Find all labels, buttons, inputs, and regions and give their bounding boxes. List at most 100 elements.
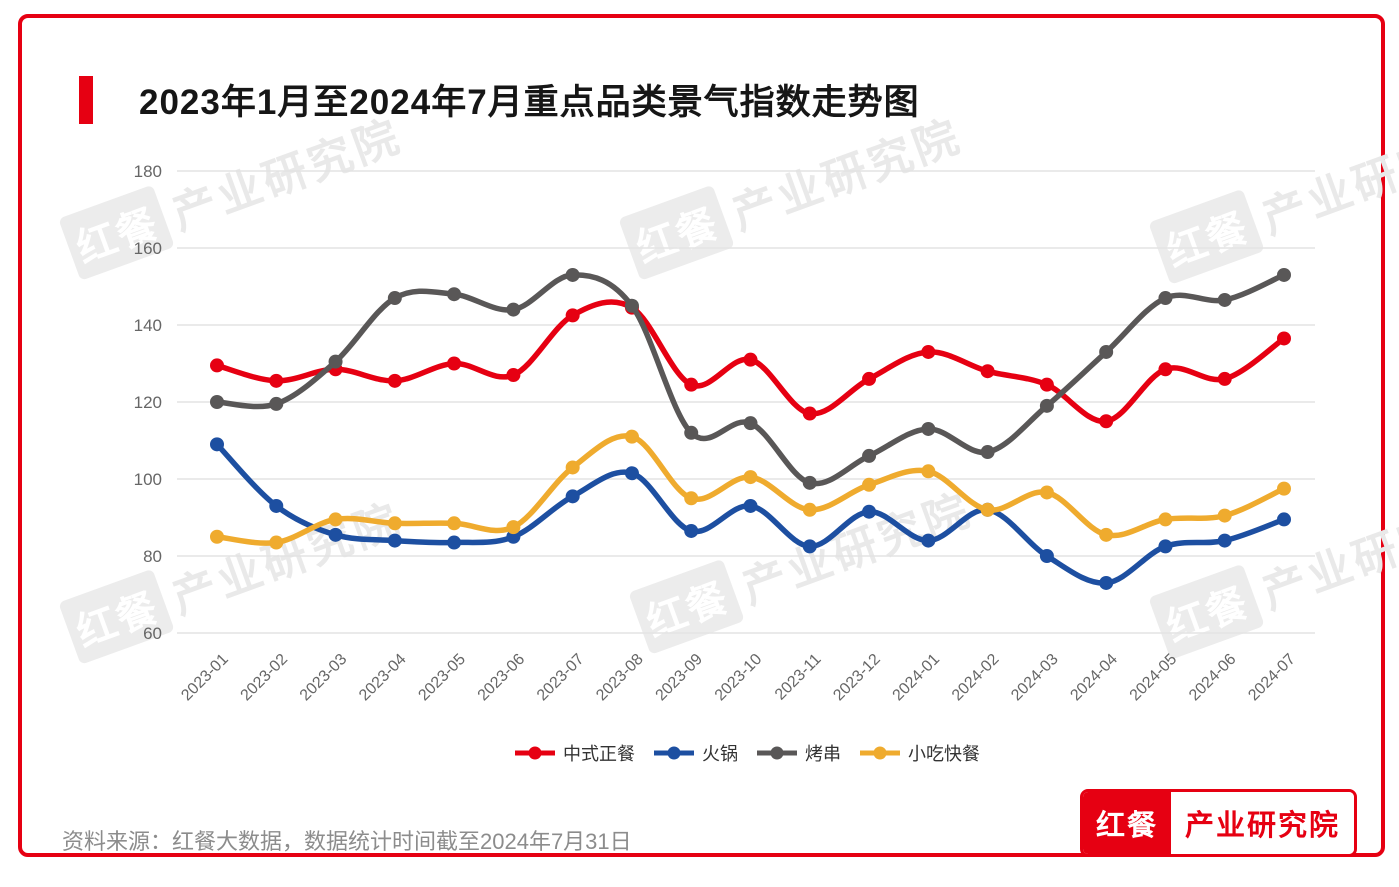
data-point-中式正餐-2023-10 <box>743 352 758 367</box>
x-tick-label-2023-01: 2023-01 <box>178 651 232 705</box>
data-point-烤串-2023-06 <box>506 302 521 317</box>
legend-item-火锅: 火锅 <box>653 740 738 766</box>
y-tick-label-180: 180 <box>134 162 162 181</box>
x-tick-label-2023-11: 2023-11 <box>772 651 825 704</box>
legend-mark-dot <box>770 746 784 760</box>
data-point-火锅-2023-12 <box>862 504 877 519</box>
data-point-烤串-2023-07 <box>565 267 580 282</box>
data-point-烤串-2024-01 <box>921 421 936 436</box>
data-point-小吃快餐-2024-03 <box>1039 485 1054 500</box>
data-point-小吃快餐-2023-05 <box>447 516 462 531</box>
x-tick-label-2024-04: 2024-04 <box>1067 651 1121 705</box>
legend-mark-dot <box>667 746 681 760</box>
data-point-烤串-2024-02 <box>980 445 995 460</box>
y-tick-label-160: 160 <box>134 239 162 258</box>
data-point-烤串-2023-04 <box>387 291 402 306</box>
x-tick-label-2024-02: 2024-02 <box>949 651 1003 705</box>
legend-label: 中式正餐 <box>563 744 635 764</box>
report-card: 红餐 产业研究院 红餐 产业研究院 红餐 产业研究院 红餐 产业研究院 红餐 产业研究院 红餐 产业研… <box>18 14 1399 857</box>
x-tick-label-2024-01: 2024-01 <box>890 651 944 705</box>
data-point-烤串-2023-09 <box>684 425 699 440</box>
x-tick-label-2023-07: 2023-07 <box>534 651 588 705</box>
data-point-中式正餐-2024-01 <box>921 344 936 359</box>
data-point-烤串-2023-03 <box>328 354 343 369</box>
data-point-中式正餐-2023-07 <box>565 308 580 323</box>
data-point-火锅-2024-05 <box>1158 539 1173 554</box>
data-point-中式正餐-2023-12 <box>862 371 877 386</box>
data-point-中式正餐-2024-02 <box>980 364 995 379</box>
legend-item-小吃快餐: 小吃快餐 <box>859 740 980 766</box>
data-point-小吃快餐-2023-01 <box>210 529 224 544</box>
legend-mark-icon <box>860 746 900 760</box>
legend-mark-icon <box>515 746 555 760</box>
data-point-火锅-2023-03 <box>328 527 343 542</box>
data-point-中式正餐-2024-03 <box>1039 377 1054 392</box>
data-point-中式正餐-2023-11 <box>802 406 817 421</box>
page-title: 2023年1月至2024年7月重点品类景气指数走势图 <box>139 83 920 122</box>
data-point-小吃快餐-2024-06 <box>1217 508 1232 523</box>
x-tick-label-2023-12: 2023-12 <box>830 651 884 705</box>
data-point-火锅-2024-04 <box>1099 575 1114 590</box>
data-point-小吃快餐-2023-03 <box>328 512 343 527</box>
y-tick-label-80: 80 <box>143 547 162 566</box>
data-point-中式正餐-2024-04 <box>1099 414 1114 429</box>
y-tick-label-140: 140 <box>134 316 162 335</box>
legend-item-烤串: 烤串 <box>756 740 841 766</box>
trend-line-chart: 60 80 100 120 140 160 180 2023-01 2023-02 2023-03… <box>134 162 1315 705</box>
brand-logo-left: 红餐 <box>1082 792 1171 854</box>
screenshot-root: { "title": "2023年1月至2024年7月重点品类景气指数走势图",… <box>18 14 1399 857</box>
source-note: 资料来源：红餐大数据，数据统计时间截至2024年7月31日 <box>62 829 632 854</box>
data-point-火锅-2023-05 <box>447 535 462 550</box>
data-point-烤串-2023-10 <box>743 416 758 431</box>
data-point-烤串-2024-04 <box>1099 344 1114 359</box>
x-tick-label-2023-06: 2023-06 <box>475 651 529 705</box>
legend-mark-icon <box>654 746 694 760</box>
data-point-烤串-2023-12 <box>862 448 877 463</box>
data-point-中式正餐-2023-06 <box>506 368 521 383</box>
data-point-小吃快餐-2023-08 <box>624 429 639 444</box>
x-tick-label-2023-09: 2023-09 <box>653 651 707 705</box>
x-tick-label-2024-05: 2024-05 <box>1127 651 1181 705</box>
data-point-烤串-2024-06 <box>1217 292 1232 307</box>
legend-mark-icon <box>757 746 797 760</box>
data-point-火锅-2023-02 <box>269 498 284 513</box>
data-point-火锅-2023-01 <box>210 437 224 452</box>
series-line-火锅 <box>214 441 1287 586</box>
data-point-中式正餐-2023-04 <box>387 373 402 388</box>
y-tick-label-120: 120 <box>134 393 162 412</box>
x-tick-label-2024-03: 2024-03 <box>1008 651 1062 705</box>
data-point-中式正餐-2023-05 <box>447 356 462 371</box>
data-point-火锅-2024-07 <box>1277 512 1291 527</box>
data-point-火锅-2023-07 <box>565 489 580 504</box>
data-point-小吃快餐-2023-02 <box>269 535 284 550</box>
legend-label: 小吃快餐 <box>908 744 980 764</box>
x-tick-label-2024-06: 2024-06 <box>1186 651 1240 705</box>
data-point-火锅-2023-10 <box>743 498 758 513</box>
x-tick-label-2023-08: 2023-08 <box>593 651 647 705</box>
data-point-中式正餐-2023-02 <box>269 373 284 388</box>
data-point-烤串-2023-11 <box>802 475 817 490</box>
data-point-火锅-2023-04 <box>387 533 402 548</box>
series-line-小吃快餐 <box>214 433 1287 546</box>
legend-mark-dot <box>873 746 887 760</box>
x-tick-label-2023-03: 2023-03 <box>297 651 351 705</box>
data-point-小吃快餐-2023-09 <box>684 491 699 506</box>
data-point-中式正餐-2023-01 <box>210 358 224 373</box>
data-point-烤串-2023-05 <box>447 287 462 302</box>
data-point-烤串-2023-01 <box>210 395 224 409</box>
data-point-烤串-2024-03 <box>1039 398 1054 413</box>
data-point-小吃快餐-2023-10 <box>743 470 758 485</box>
data-point-小吃快餐-2023-04 <box>387 516 402 531</box>
data-point-烤串-2023-08 <box>624 298 639 313</box>
legend-label: 烤串 <box>805 744 841 764</box>
data-point-火锅-2024-01 <box>921 533 936 548</box>
data-point-小吃快餐-2024-04 <box>1099 527 1114 542</box>
x-tick-label-2023-02: 2023-02 <box>238 651 292 705</box>
data-point-火锅-2024-03 <box>1039 549 1054 563</box>
data-point-中式正餐-2024-06 <box>1217 371 1232 386</box>
title-accent-bar <box>79 75 93 124</box>
data-point-火锅-2023-11 <box>802 539 817 554</box>
chart-legend: 中式正餐 火锅 烤串 小吃快餐 <box>177 740 1317 766</box>
title-row: 2023年1月至2024年7月重点品类景气指数走势图 <box>79 74 920 125</box>
data-point-烤串-2023-02 <box>269 396 284 411</box>
